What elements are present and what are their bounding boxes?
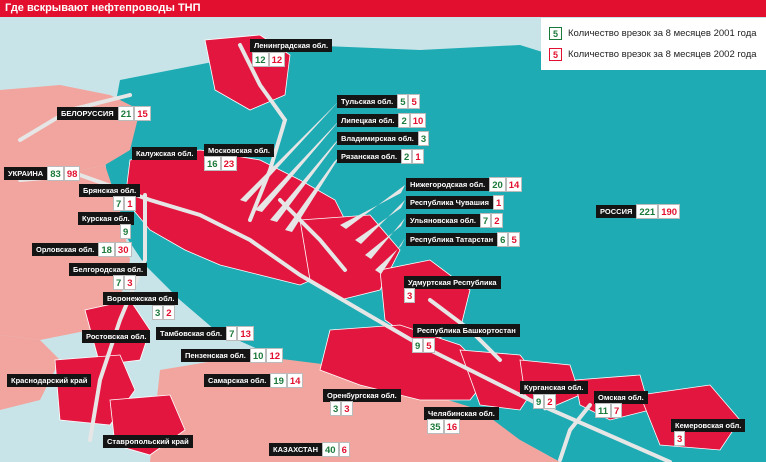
region-label: Самарская обл. 19 14 xyxy=(204,373,304,388)
legend-green-label: Количество врезок за 8 месяцев 2001 года xyxy=(568,28,757,40)
region-values: 9 xyxy=(120,224,132,239)
region-label: Тамбовская обл. 7 13 xyxy=(156,326,254,341)
legend-row-2002: 5 Количество врезок за 8 месяцев 2002 год… xyxy=(549,48,757,62)
region-label: Ростовская обл. xyxy=(82,329,151,344)
affected-regions xyxy=(54,34,741,456)
region-label: Пензенская обл. 10 12 xyxy=(181,348,284,363)
region-label: Московская обл. xyxy=(204,143,274,158)
region-label: БЕЛОРУССИЯ 21 15 xyxy=(57,106,151,121)
region-label: РОССИЯ 221 190 xyxy=(596,204,681,219)
legend-red-swatch: 5 xyxy=(549,48,562,61)
legend-red-label: Количество врезок за 8 месяцев 2002 года xyxy=(568,49,757,61)
region-label: Республика Чувашия 1 xyxy=(406,195,505,210)
region-values: 3 xyxy=(404,288,416,303)
region-label: Омская обл. xyxy=(594,390,648,405)
region-label: Челябинская обл. xyxy=(424,406,499,421)
region-label: Удмуртская Республика xyxy=(404,275,501,290)
region-label: Воронежская обл. xyxy=(103,291,179,306)
region-label: Кемеровская обл. xyxy=(671,418,746,433)
region-label: КАЗАХСТАН 40 6 xyxy=(269,442,350,457)
region-label: Краснодарский край xyxy=(7,373,92,388)
region-label: Ставропольский край xyxy=(103,434,193,449)
region-label: Курская обл. xyxy=(78,211,134,226)
legend-row-2001: 5 Количество врезок за 8 месяцев 2001 год… xyxy=(549,27,757,41)
region-values: 16 23 xyxy=(204,156,238,171)
region-label: УКРАИНА 83 98 xyxy=(4,166,81,181)
leader-lines xyxy=(240,100,405,274)
region-label: Оренбургская обл. xyxy=(323,388,401,403)
region-label: Нижегородская обл. 20 14 xyxy=(406,177,523,192)
region-label: Орловская обл. 18 30 xyxy=(32,242,132,257)
region-values: 12 12 xyxy=(252,52,286,67)
region-kemerovo xyxy=(639,384,741,451)
region-label: Ленинградская обл. xyxy=(250,38,333,53)
region-label: Тульская обл. 5 5 xyxy=(337,94,420,109)
region-values: 3 xyxy=(674,431,686,446)
region-label: Курганская обл. xyxy=(520,380,588,395)
region-label: Владимирская обл. 3 xyxy=(337,131,430,146)
region-values: 11 7 xyxy=(595,403,623,418)
legend: 5 Количество врезок за 8 месяцев 2001 год… xyxy=(541,18,766,70)
region-label: Брянская обл. xyxy=(79,183,141,198)
region-values: 35 16 xyxy=(427,419,461,434)
region-label: Республика Татарстан 6 5 xyxy=(406,232,520,247)
region-label: Калужская обл. xyxy=(132,146,198,161)
region-label: Республика Башкортостан xyxy=(413,323,520,338)
region-label: Белгородская обл. xyxy=(69,262,148,277)
region-label: Липецкая обл. 2 10 xyxy=(337,113,427,128)
legend-green-swatch: 5 xyxy=(549,27,562,40)
page-title: Где вскрывают нефтепроводы ТНП xyxy=(0,0,766,17)
region-label: Рязанская обл. 2 1 xyxy=(337,149,424,164)
region-label: Ульяновская обл. 7 2 xyxy=(406,213,503,228)
